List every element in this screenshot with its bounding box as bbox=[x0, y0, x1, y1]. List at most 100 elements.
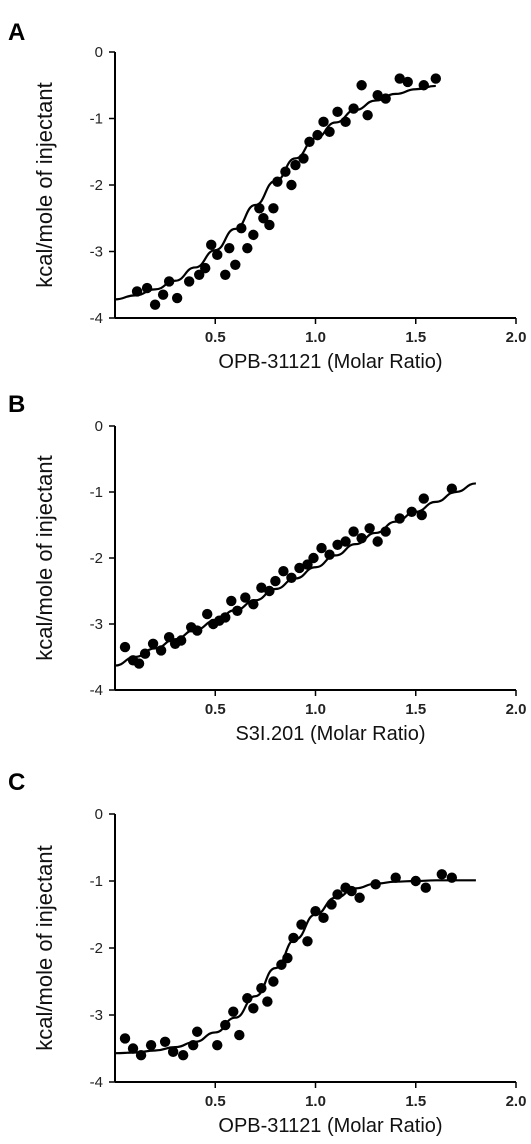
data-point bbox=[346, 885, 357, 897]
data-point bbox=[326, 899, 337, 910]
x-tick-label: 1.5 bbox=[405, 701, 426, 718]
data-point bbox=[212, 249, 223, 261]
y-tick-label: 0 bbox=[95, 418, 103, 435]
data-point bbox=[340, 536, 351, 547]
data-point bbox=[410, 875, 421, 887]
data-point bbox=[372, 536, 383, 547]
data-point bbox=[302, 559, 313, 570]
data-point bbox=[364, 523, 375, 534]
data-point bbox=[310, 905, 321, 917]
data-point bbox=[119, 641, 131, 653]
y-tick-label: 0 bbox=[95, 806, 103, 823]
data-point bbox=[272, 176, 283, 187]
data-point bbox=[254, 203, 265, 214]
data-point bbox=[242, 242, 253, 254]
y-tick-label: -2 bbox=[90, 940, 103, 957]
data-point bbox=[167, 1046, 179, 1058]
x-tick-label: 0.5 bbox=[205, 329, 226, 346]
data-point bbox=[380, 526, 391, 537]
x-tick-label: 2.0 bbox=[506, 701, 527, 718]
y-tick-label: 0 bbox=[95, 44, 103, 61]
data-point bbox=[380, 93, 391, 104]
x-tick-label: 1.0 bbox=[305, 1093, 326, 1110]
data-point bbox=[192, 1026, 203, 1037]
panel-label: B bbox=[8, 391, 25, 418]
data-point bbox=[418, 80, 429, 91]
data-point bbox=[163, 276, 175, 287]
data-point bbox=[135, 1050, 147, 1061]
data-point bbox=[264, 219, 275, 231]
data-point bbox=[332, 889, 343, 900]
data-point bbox=[332, 106, 343, 118]
data-point bbox=[192, 625, 203, 636]
data-point bbox=[220, 269, 231, 280]
data-point bbox=[268, 976, 279, 987]
data-point bbox=[332, 539, 343, 550]
x-tick-label: 2.0 bbox=[506, 1093, 527, 1110]
data-point bbox=[264, 585, 275, 597]
data-point bbox=[304, 136, 315, 147]
y-tick-label: -1 bbox=[90, 111, 103, 128]
data-point bbox=[234, 1029, 245, 1041]
data-point bbox=[256, 582, 267, 593]
data-point bbox=[290, 159, 301, 171]
y-tick-label: -4 bbox=[90, 310, 103, 327]
data-point bbox=[446, 872, 458, 883]
panel-label: C bbox=[8, 769, 25, 796]
data-point bbox=[316, 542, 327, 554]
data-point bbox=[177, 1050, 189, 1061]
data-point bbox=[298, 153, 309, 164]
data-point bbox=[276, 959, 287, 970]
data-point bbox=[362, 109, 373, 121]
chart-panel-c: C 0 -1 -2 -3 -4 0.5 1.0 1.5 2.0 OPB-31121 (Molar R… bbox=[8, 769, 526, 1137]
data-point bbox=[268, 203, 279, 214]
data-point bbox=[240, 592, 251, 603]
data-point bbox=[206, 239, 217, 251]
data-point bbox=[145, 1039, 157, 1051]
chart-panel-b: B 0 -1 -2 -3 -4 0.5 1.0 1.5 2.0 S3I.201 (Molar Rat… bbox=[8, 391, 526, 745]
data-point bbox=[420, 882, 431, 893]
y-tick-label: -3 bbox=[90, 1007, 103, 1024]
data-point bbox=[262, 996, 273, 1007]
data-point bbox=[155, 645, 167, 656]
data-point bbox=[220, 612, 231, 623]
y-tick-label: -4 bbox=[90, 682, 103, 699]
y-tick-label: -3 bbox=[90, 244, 103, 261]
data-point bbox=[224, 242, 235, 254]
data-point bbox=[149, 299, 161, 310]
data-point bbox=[308, 552, 319, 564]
y-axis-label: kcal/mole of injectant bbox=[32, 455, 57, 660]
data-point bbox=[280, 166, 291, 177]
x-tick-label: 0.5 bbox=[205, 1093, 226, 1110]
data-point bbox=[294, 562, 305, 574]
data-point bbox=[318, 116, 329, 128]
data-point bbox=[147, 638, 159, 649]
data-point bbox=[436, 869, 448, 880]
y-tick-label: -3 bbox=[90, 616, 103, 633]
data-point bbox=[256, 983, 267, 994]
data-point bbox=[312, 129, 323, 141]
data-point bbox=[230, 259, 241, 270]
data-point bbox=[406, 506, 417, 517]
data-point bbox=[163, 632, 175, 643]
data-point bbox=[220, 1019, 231, 1031]
data-point bbox=[370, 879, 381, 890]
data-point bbox=[278, 566, 289, 577]
data-point bbox=[286, 572, 297, 583]
data-point bbox=[356, 533, 367, 544]
panel-label: A bbox=[8, 19, 25, 46]
data-point bbox=[296, 919, 307, 930]
data-point bbox=[348, 526, 359, 537]
data-point bbox=[446, 483, 458, 494]
data-point bbox=[232, 605, 243, 616]
data-point bbox=[131, 286, 143, 297]
fit-curve bbox=[114, 84, 436, 301]
x-tick-label: 1.0 bbox=[305, 329, 326, 346]
data-point bbox=[394, 513, 405, 524]
data-point bbox=[324, 549, 335, 560]
data-point bbox=[302, 936, 313, 947]
data-point bbox=[354, 892, 365, 903]
data-point bbox=[212, 1039, 223, 1051]
y-tick-label: -1 bbox=[90, 484, 103, 501]
